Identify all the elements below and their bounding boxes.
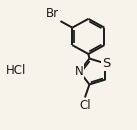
- Text: S: S: [102, 57, 110, 70]
- Text: N: N: [74, 65, 83, 78]
- Text: Cl: Cl: [79, 99, 91, 112]
- Text: HCl: HCl: [5, 64, 26, 77]
- Text: Br: Br: [46, 7, 59, 20]
